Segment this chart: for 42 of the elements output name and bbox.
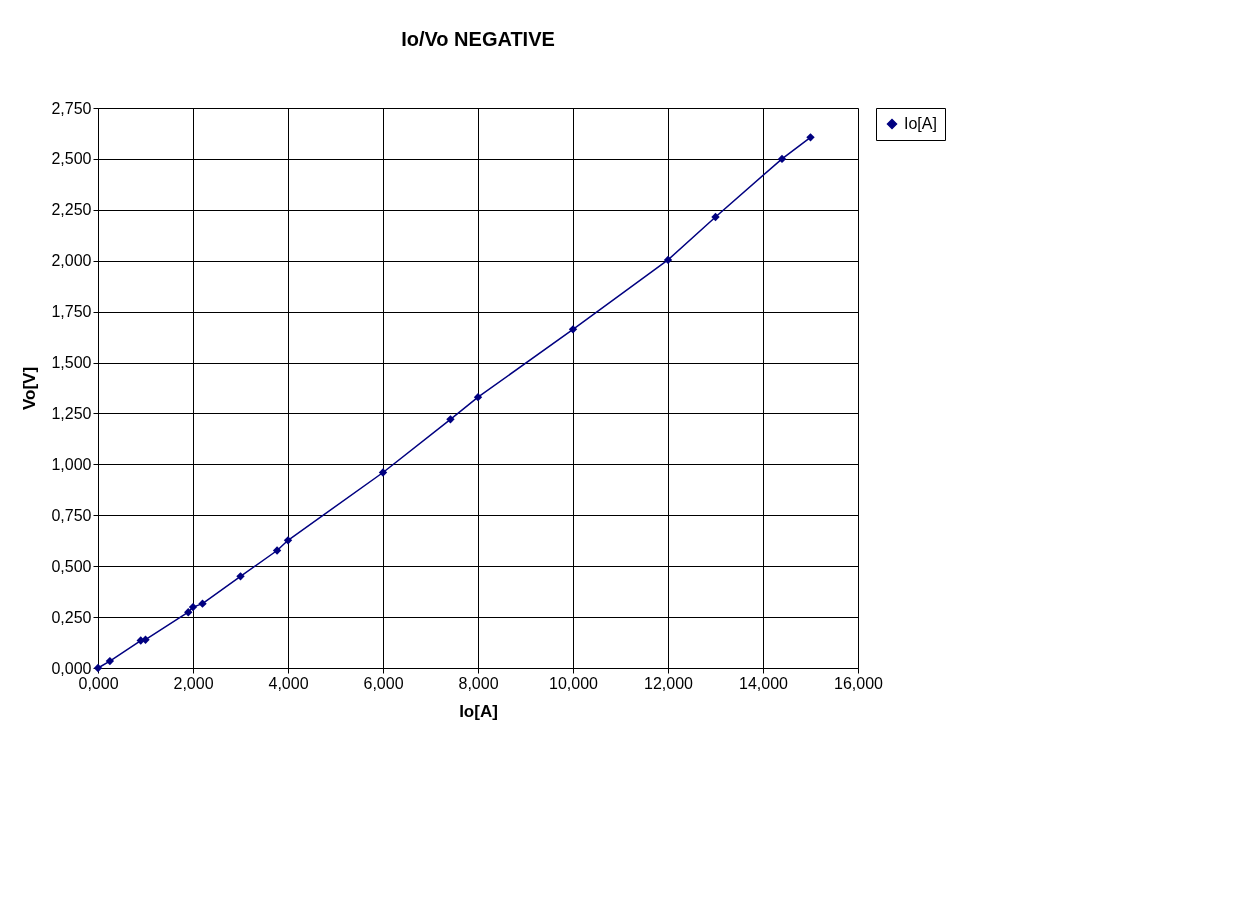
- y-tick-label: 2,750: [51, 99, 92, 117]
- x-tick-label: 8,000: [458, 674, 499, 692]
- point: [378, 468, 388, 477]
- y-tick-label: 2,500: [51, 150, 92, 168]
- x-tick-label: 6,000: [363, 674, 404, 692]
- y-tick-label: 2,250: [51, 201, 92, 219]
- x-tick-label: 10,000: [549, 674, 599, 692]
- point: [188, 602, 198, 612]
- point: [568, 325, 578, 334]
- y-tick-label: 1,500: [51, 354, 92, 372]
- y-tick-label: 0,000: [51, 659, 92, 677]
- y-axis-title: Vo[V]: [20, 366, 40, 411]
- point: [236, 572, 245, 581]
- x-tick-label: 12,000: [644, 674, 694, 692]
- x-axis-title: Io[A]: [459, 701, 498, 721]
- point: [105, 656, 115, 666]
- x-tick-label: 4,000: [268, 674, 309, 692]
- x-tick-label: 2,000: [173, 674, 214, 692]
- x-tick-label: 14,000: [739, 674, 789, 692]
- point: [93, 663, 103, 673]
- y-tick-label: 2,000: [51, 252, 92, 270]
- point: [446, 415, 455, 424]
- legend-label: Io[A]: [904, 115, 937, 132]
- y-tick-label: 1,250: [51, 404, 92, 422]
- x-tick-label: 0,000: [78, 674, 119, 692]
- y-tick-label: 0,250: [51, 608, 92, 626]
- point: [777, 154, 787, 164]
- point: [663, 255, 673, 265]
- point: [806, 133, 815, 142]
- y-tick-label: 0,500: [51, 557, 92, 575]
- point: [272, 546, 282, 555]
- point: [198, 599, 207, 608]
- point: [283, 536, 293, 545]
- chart-title: Io/Vo NEGATIVE: [401, 28, 555, 50]
- x-tick-label: 16,000: [834, 674, 884, 692]
- point: [473, 392, 483, 402]
- point: [184, 608, 193, 617]
- point: [141, 635, 150, 644]
- y-tick-label: 0,750: [51, 506, 92, 524]
- y-tick-label: 1,750: [51, 303, 92, 321]
- point: [711, 212, 720, 222]
- y-tick-label: 1,000: [51, 455, 92, 473]
